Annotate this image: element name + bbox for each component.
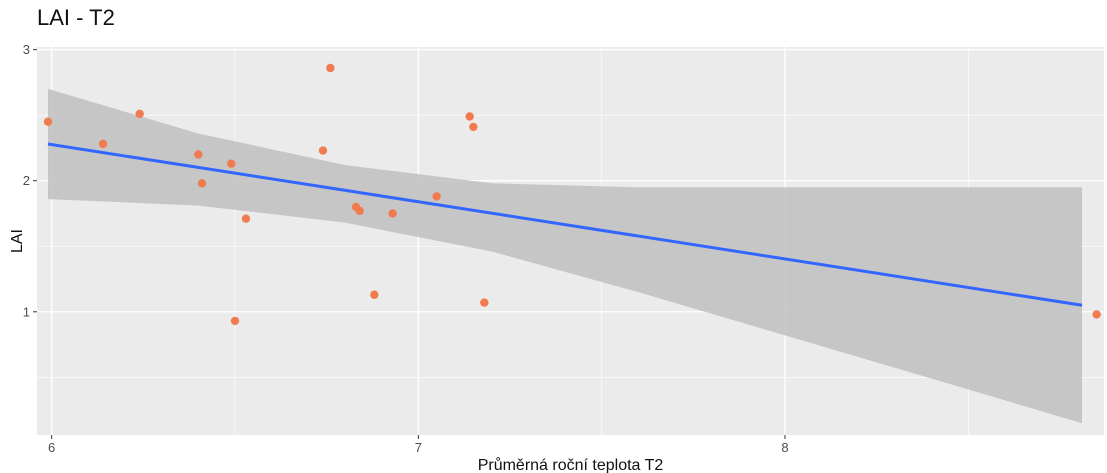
data-point bbox=[370, 290, 379, 299]
data-point bbox=[241, 214, 251, 223]
data-point bbox=[197, 179, 207, 188]
y-axis-label: LAI bbox=[9, 229, 26, 253]
data-points bbox=[43, 63, 1101, 326]
data-point bbox=[98, 139, 108, 149]
data-point bbox=[43, 117, 53, 126]
data-point bbox=[230, 316, 240, 326]
x-tick-label: 8 bbox=[781, 440, 788, 455]
data-point bbox=[326, 63, 335, 73]
data-point bbox=[480, 298, 489, 307]
data-point bbox=[355, 206, 364, 216]
data-point bbox=[135, 109, 144, 119]
data-point bbox=[432, 192, 441, 201]
data-point bbox=[469, 122, 478, 132]
data-point bbox=[1092, 310, 1101, 319]
data-point bbox=[465, 112, 474, 121]
y-tick-label: 1 bbox=[23, 304, 30, 319]
data-point bbox=[318, 146, 328, 155]
y-axis-ticks: 1 2 3 bbox=[23, 42, 37, 319]
confidence-band bbox=[48, 88, 1082, 424]
x-tick-label: 6 bbox=[48, 440, 55, 455]
fit-line bbox=[47, 142, 1083, 307]
x-tick-label: 7 bbox=[415, 440, 422, 455]
y-tick-label: 3 bbox=[23, 42, 30, 57]
chart-title: LAI - T2 bbox=[37, 5, 115, 30]
x-axis-label: Průměrná roční teplota T2 bbox=[478, 456, 664, 473]
data-point bbox=[227, 159, 236, 168]
data-point bbox=[388, 209, 397, 218]
data-point bbox=[194, 150, 203, 159]
x-axis-ticks: 6 7 8 bbox=[48, 435, 789, 455]
y-tick-label: 2 bbox=[23, 173, 30, 188]
